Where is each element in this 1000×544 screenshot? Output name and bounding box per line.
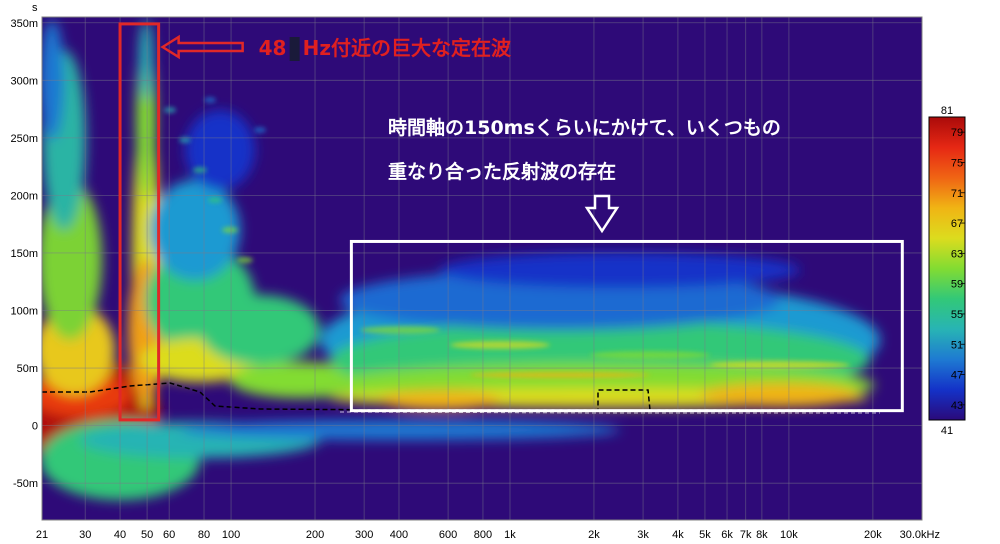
x-tick-label: 400	[390, 529, 408, 541]
x-tick-label: 21	[36, 529, 48, 541]
x-tick-label: 40	[114, 529, 126, 541]
x-tick-label: 100	[222, 529, 240, 541]
standing-wave-box	[118, 22, 161, 422]
x-tick-label: 4k	[672, 529, 684, 541]
colorbar-tick-label: 75	[951, 157, 963, 169]
annotation-standing-wave-number: 48	[259, 36, 287, 60]
reflection-box	[349, 239, 904, 413]
x-tick-label: 6k	[721, 529, 733, 541]
plot-border	[41, 16, 923, 521]
x-tick-label: 20k	[864, 529, 882, 541]
annotations: 48 Hz付近の巨大な定在波時間軸の150msくらいにかけて、いくつもの重なり合っ…	[118, 22, 904, 422]
down-arrow-icon	[584, 194, 620, 234]
contour-line	[42, 382, 880, 411]
y-axis-ticks: 350m 300m 250m 200m 150m 100m 50m 0 -50m	[10, 18, 38, 490]
y-tick-label: 0	[32, 421, 38, 433]
colorbar-tick-label: 81	[941, 105, 953, 117]
colorbar-tick-label: 41	[941, 425, 953, 437]
x-tick-label: 1k	[504, 529, 516, 541]
x-tick-label: 50	[141, 529, 153, 541]
colorbar-tick-label: 47	[951, 370, 963, 382]
x-tick-label: 800	[474, 529, 492, 541]
x-tick-label: 7k	[740, 529, 752, 541]
colorbar-gradient	[928, 116, 966, 421]
colorbar-tick-label: 71	[951, 188, 963, 200]
x-tick-label: 2k	[588, 529, 600, 541]
contour-line-2	[339, 411, 880, 414]
y-tick-label: 150m	[10, 248, 38, 260]
x-tick-label: 300	[355, 529, 373, 541]
colorbar-tick-label: 79	[951, 127, 963, 139]
annotation-standing-wave-text: Hz付近の巨大な定在波	[303, 36, 512, 60]
x-tick-label: 80	[198, 529, 210, 541]
y-tick-label: 250m	[10, 133, 38, 145]
x-axis-ticks: 21 30 40 50 60 80 100 200 300 400 600 800 1k 2k 3k 4k 5k…	[36, 529, 940, 541]
x-tick-label: 60	[163, 529, 175, 541]
annotation-cursor-mark	[289, 37, 300, 61]
x-tick-label: 30.0kHz	[900, 529, 940, 541]
x-tick-label: 3k	[637, 529, 649, 541]
x-tick-label: 600	[439, 529, 457, 541]
reflection-annotation-line: 時間軸の150msくらいにかけて、いくつもの	[388, 116, 781, 139]
heatmap-layer	[42, 20, 880, 500]
x-tick-label: 200	[306, 529, 324, 541]
colorbar-tick-label: 43	[951, 400, 963, 412]
x-tick-label: 5k	[699, 529, 711, 541]
reflection-annotation-line: 重なり合った反射波の存在	[388, 160, 616, 183]
colorbar-tick-label: 55	[951, 309, 963, 321]
y-tick-label: 350m	[10, 18, 38, 30]
x-tick-label: 10k	[780, 529, 798, 541]
x-tick-label: 30	[79, 529, 91, 541]
y-axis-unit: s	[32, 2, 38, 14]
colorbar-tick-label: 51	[951, 339, 963, 351]
colorbar-tick-label: 63	[951, 248, 963, 260]
x-tick-label: 8k	[756, 529, 768, 541]
grid-lines	[41, 17, 923, 520]
colorbar-tick-label: 67	[951, 218, 963, 230]
y-tick-label: 50m	[17, 363, 38, 375]
y-tick-label: -50m	[13, 478, 38, 490]
y-tick-label: 100m	[10, 306, 38, 318]
y-tick-label: 300m	[10, 75, 38, 87]
y-tick-label: 200m	[10, 190, 38, 202]
colorbar-tick-label: 59	[951, 279, 963, 291]
colorbar: 81 79 75 71 67 63 59 55 51 47 43 41	[928, 105, 966, 437]
left-arrow-icon	[160, 34, 244, 60]
